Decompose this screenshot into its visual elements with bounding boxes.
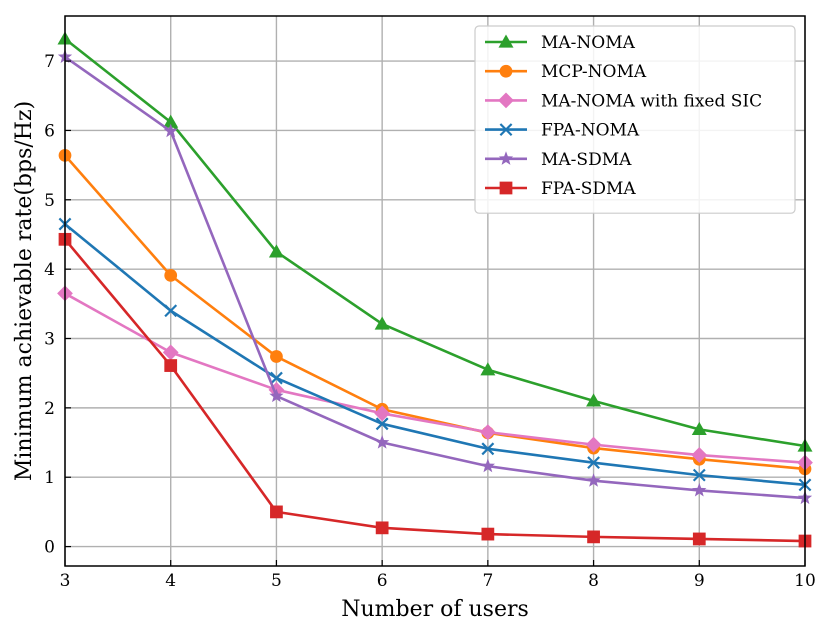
legend-entry: MA-NOMA — [485, 33, 636, 53]
legend: MA-NOMA MCP-NOMA MA-NOMA with fixed SIC FPA… — [474, 25, 796, 214]
data-point — [374, 316, 390, 330]
data-point — [375, 417, 389, 431]
x-tick-label: 4 — [165, 571, 176, 591]
series-fpa-sdma — [58, 232, 812, 548]
legend-entry: MA-NOMA with fixed SIC — [485, 91, 762, 111]
data-point — [692, 482, 707, 497]
x-tick-label: 6 — [377, 571, 388, 591]
series-line — [64, 55, 806, 500]
data-point — [480, 362, 496, 376]
y-tick-label: 6 — [44, 121, 55, 141]
x-tick-label: 10 — [794, 571, 816, 591]
data-point — [481, 527, 495, 541]
legend-label: MA-SDMA — [541, 150, 632, 170]
legend-box — [474, 25, 796, 214]
data-point — [479, 424, 496, 441]
data-point — [268, 244, 284, 258]
y-tick-label: 7 — [44, 52, 55, 72]
data-point — [163, 114, 179, 128]
legend-marker — [498, 151, 514, 165]
data-point — [162, 344, 179, 361]
y-tick-label: 2 — [44, 399, 55, 419]
data-point — [691, 421, 707, 435]
legend-entry: FPA-NOMA — [485, 121, 640, 141]
data-point — [585, 436, 602, 453]
data-point — [164, 304, 178, 318]
legend-marker — [498, 34, 514, 48]
data-point — [586, 473, 601, 487]
legend-label: MA-NOMA with fixed SIC — [541, 91, 762, 111]
legend-label: FPA-NOMA — [541, 121, 640, 141]
data-point — [692, 532, 706, 546]
series-line — [64, 154, 806, 471]
y-tick-label: 5 — [44, 191, 55, 211]
series-ma-noma — [57, 31, 813, 452]
x-tick-label: 3 — [60, 571, 71, 591]
data-point — [270, 350, 283, 363]
series-line — [64, 238, 806, 543]
data-point — [587, 456, 600, 470]
legend-marker — [499, 64, 513, 78]
x-tick-label: 9 — [694, 571, 705, 591]
y-axis-label: Minimum achievable rate(bps/Hz) — [12, 101, 37, 481]
x-tick-label: 8 — [588, 571, 599, 591]
y-tick-label: 1 — [44, 468, 55, 488]
legend-entry: FPA-SDMA — [485, 179, 636, 199]
legend-entry: MCP-NOMA — [485, 62, 647, 82]
series-line — [64, 37, 806, 448]
legend-entry: MA-SDMA — [485, 150, 632, 170]
y-tick-label: 0 — [44, 538, 55, 558]
x-tick-label: 7 — [482, 571, 493, 591]
legend-marker — [499, 123, 513, 137]
data-point — [691, 447, 708, 463]
data-point — [164, 359, 178, 372]
data-point — [586, 393, 602, 407]
y-tick-label: 4 — [44, 260, 55, 280]
x-axis-label: Number of users — [341, 597, 529, 622]
x-tick-label: 5 — [271, 571, 282, 591]
data-point — [269, 388, 284, 403]
data-point — [375, 521, 389, 535]
data-point — [481, 442, 495, 456]
series-line — [64, 292, 806, 464]
data-point — [270, 371, 283, 385]
series-line — [64, 223, 806, 487]
legend-marker — [499, 181, 513, 195]
plot-frame — [64, 15, 806, 567]
legend-label: MA-NOMA — [541, 33, 636, 53]
data-point — [587, 530, 600, 544]
data-point — [164, 269, 178, 282]
legend-marker — [498, 92, 514, 109]
data-point — [692, 468, 706, 482]
legend-label: FPA-SDMA — [541, 179, 636, 199]
data-point — [375, 435, 390, 449]
data-point — [374, 405, 391, 422]
axis-ticks: 3 4 5 6 7 8 9 10 0 1 2 3 4 5 6 7 — [44, 52, 816, 591]
data-point — [270, 505, 283, 519]
data-point — [163, 123, 178, 138]
data-point — [480, 458, 495, 473]
y-tick-label: 3 — [44, 330, 55, 350]
legend-label: MCP-NOMA — [541, 62, 647, 82]
